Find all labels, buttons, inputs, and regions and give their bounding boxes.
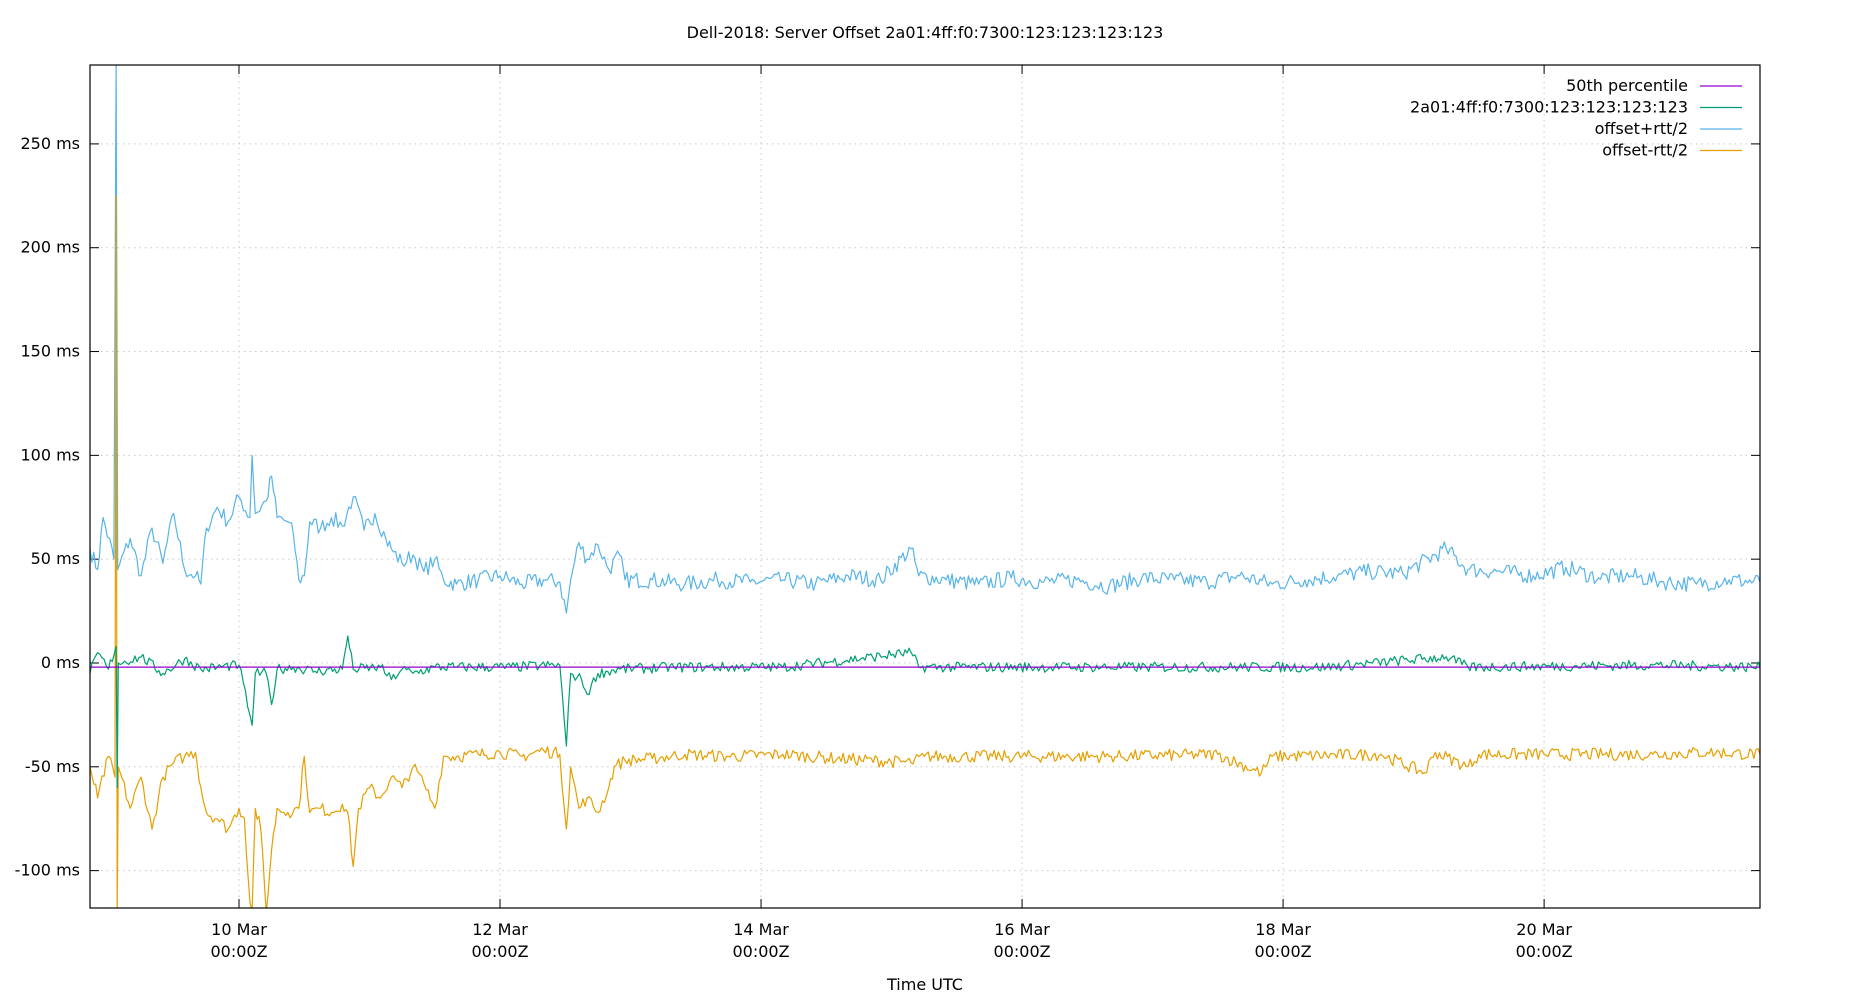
series-line-2 (90, 635, 1760, 789)
y-axis: -100 ms -50 ms 0 ms 50 ms 100 ms 150 ms 200 ms… (15, 134, 1760, 880)
x-axis: 10 Mar 00:00Z 12 Mar 00:00Z 14 Mar 00:00Z 16 M… (210, 65, 1573, 961)
series-line-0 (90, 65, 1760, 614)
legend-label: 50th percentile (1566, 76, 1688, 95)
y-tick-label: 200 ms (20, 238, 80, 257)
x-tick-label: 16 Mar (994, 920, 1050, 939)
y-tick-label: 100 ms (20, 445, 80, 464)
x-tick-label: 20 Mar (1516, 920, 1572, 939)
x-tick-sublabel: 00:00Z (1255, 942, 1312, 961)
y-tick-label: 0 ms (41, 653, 80, 672)
x-tick-sublabel: 00:00Z (471, 942, 528, 961)
x-tick-label: 14 Mar (733, 920, 789, 939)
y-tick-label: 150 ms (20, 342, 80, 361)
y-tick-label: -100 ms (15, 861, 80, 880)
legend-label: offset+rtt/2 (1595, 119, 1688, 138)
legend-label: 2a01:4ff:f0:7300:123:123:123:123 (1410, 98, 1688, 117)
y-tick-label: -50 ms (25, 757, 80, 776)
legend-label: offset-rtt/2 (1602, 141, 1688, 160)
x-tick-sublabel: 00:00Z (1516, 942, 1573, 961)
plot-frame (89, 64, 1761, 909)
y-tick-label: 50 ms (31, 549, 80, 568)
legend: 50th percentile 2a01:4ff:f0:7300:123:123:… (1410, 76, 1742, 160)
x-tick-sublabel: 00:00Z (733, 942, 790, 961)
x-tick-sublabel: 00:00Z (210, 942, 267, 961)
series-lines (90, 65, 1760, 908)
series-line-1 (90, 195, 1760, 908)
chart-title: Dell-2018: Server Offset 2a01:4ff:f0:730… (687, 23, 1164, 42)
x-tick-sublabel: 00:00Z (994, 942, 1051, 961)
x-tick-label: 18 Mar (1255, 920, 1311, 939)
x-axis-label: Time UTC (886, 975, 963, 994)
y-tick-label: 250 ms (20, 134, 80, 153)
x-tick-label: 12 Mar (472, 920, 528, 939)
x-tick-label: 10 Mar (211, 920, 267, 939)
grid (90, 65, 1760, 908)
